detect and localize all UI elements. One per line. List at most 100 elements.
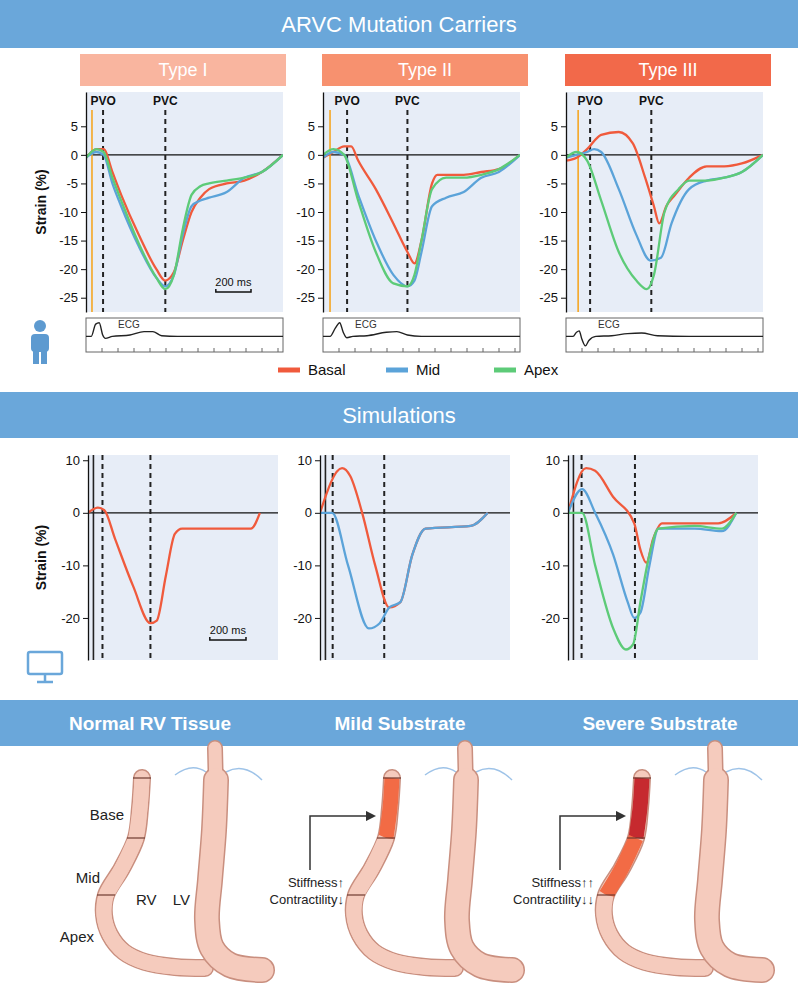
y-tick-label: 0 [305, 505, 312, 520]
y-tick-label: 0 [73, 505, 80, 520]
strain-line [566, 152, 763, 289]
lv-wall [457, 780, 512, 970]
ecg-box [566, 318, 763, 352]
ecg-grid-tick [419, 348, 420, 352]
y-tick: -20 [59, 262, 86, 277]
y-tick: -10 [539, 205, 566, 220]
ecg-grid-tick [467, 348, 468, 352]
legend-label: Mid [416, 361, 440, 378]
rv-outline [604, 778, 705, 968]
chart-panel: 100-10-20Strain (%)200 ms [33, 453, 278, 661]
valve [675, 768, 706, 775]
ecg-grid-tick [582, 348, 583, 352]
figure-svg: ARVC Mutation CarriersSimulationsNormal … [0, 0, 798, 989]
marker-label: PVO [334, 94, 359, 108]
ecg-grid-tick [246, 348, 247, 352]
rv-wall [604, 778, 705, 968]
ecg-grid-tick [515, 348, 516, 352]
y-tick-label: 10 [546, 453, 560, 468]
y-tick: 0 [305, 505, 320, 520]
annotation-text: Contractility↓ [270, 892, 344, 907]
ecg-grid-tick [371, 348, 372, 352]
chart-panel: 100-10-20 [541, 453, 758, 661]
y-tick-mark [318, 269, 323, 270]
y-tick-label: 5 [308, 119, 315, 134]
y-tick-label: -15 [539, 233, 558, 248]
y-tick-label: 10 [298, 453, 312, 468]
marker-label: PVC [395, 94, 420, 108]
ecg-grid-tick [742, 348, 743, 352]
valve [175, 768, 206, 775]
type-box [565, 54, 771, 86]
ecg-grid-tick [150, 348, 151, 352]
plot-background [88, 455, 278, 660]
segment-divider [377, 837, 395, 838]
panel-heading: Normal RV Tissue [69, 713, 231, 734]
zero-line [323, 154, 520, 155]
zero-line [86, 154, 283, 155]
diagram-label: RV [136, 891, 157, 908]
event-marker [383, 455, 385, 660]
y-tick-mark [81, 126, 86, 127]
plot-background [568, 455, 758, 660]
ecg-grid-tick [182, 348, 183, 352]
segment-divider [383, 777, 401, 778]
y-axis: 50-5-10-15-20-25 [59, 93, 86, 313]
y-tick: -15 [296, 233, 323, 248]
strain-line [566, 149, 763, 260]
y-axis: 100-10-20 [61, 453, 88, 661]
event-marker [573, 455, 575, 660]
panel-heading: Mild Substrate [335, 713, 466, 734]
marker-label: PVC [153, 94, 178, 108]
strain-line [86, 149, 283, 280]
y-tick-mark [563, 460, 568, 461]
section-band [0, 392, 798, 438]
y-tick: -5 [546, 176, 566, 191]
y-tick-mark [563, 618, 568, 619]
y-tick-label: 0 [308, 148, 315, 163]
scale-bar-label: 200 ms [215, 276, 252, 288]
strain-line [86, 149, 283, 289]
ecg-grid-tick [710, 348, 711, 352]
legend: BasalMidApex [278, 361, 559, 378]
plot-area [88, 455, 278, 660]
ecg-grid-tick [630, 348, 631, 352]
ecg-grid-tick [230, 348, 231, 352]
strain-line [323, 149, 520, 286]
y-tick: -20 [296, 262, 323, 277]
strain-line [88, 508, 260, 624]
y-tick: 0 [553, 505, 568, 520]
ecg-trace [323, 323, 520, 338]
y-tick-mark [318, 212, 323, 213]
rv-segment [386, 778, 392, 838]
y-tick-mark [315, 565, 320, 566]
valve [476, 768, 512, 780]
ecg-grid-tick [499, 348, 500, 352]
chart-panel: PVOPVC50-5-10-15-20-25ECG [296, 92, 520, 352]
y-tick-label: -25 [296, 290, 315, 305]
ecg-grid-tick [118, 348, 119, 352]
ecg-grid-tick [387, 348, 388, 352]
y-tick-label: 5 [71, 119, 78, 134]
y-tick: 5 [551, 119, 566, 134]
ecg-grid-tick [339, 348, 340, 352]
ecg-label: ECG [598, 319, 620, 330]
ecg-grid-tick [355, 348, 356, 352]
segment-divider [133, 777, 151, 778]
event-marker [346, 110, 348, 312]
zero-line [88, 512, 278, 513]
legend-label: Basal [308, 361, 346, 378]
scale-bar [210, 637, 246, 640]
y-tick: -20 [539, 262, 566, 277]
segment-divider [347, 894, 365, 895]
rv-segment [606, 838, 636, 895]
event-marker [332, 455, 334, 660]
ecg-grid-tick [278, 348, 279, 352]
y-tick: 10 [66, 453, 88, 468]
y-tick: -5 [66, 176, 86, 191]
y-tick: -20 [293, 611, 320, 626]
y-tick: 0 [71, 148, 86, 163]
diagram-label: LV [173, 891, 190, 908]
y-tick: -10 [296, 205, 323, 220]
y-tick: -15 [59, 233, 86, 248]
